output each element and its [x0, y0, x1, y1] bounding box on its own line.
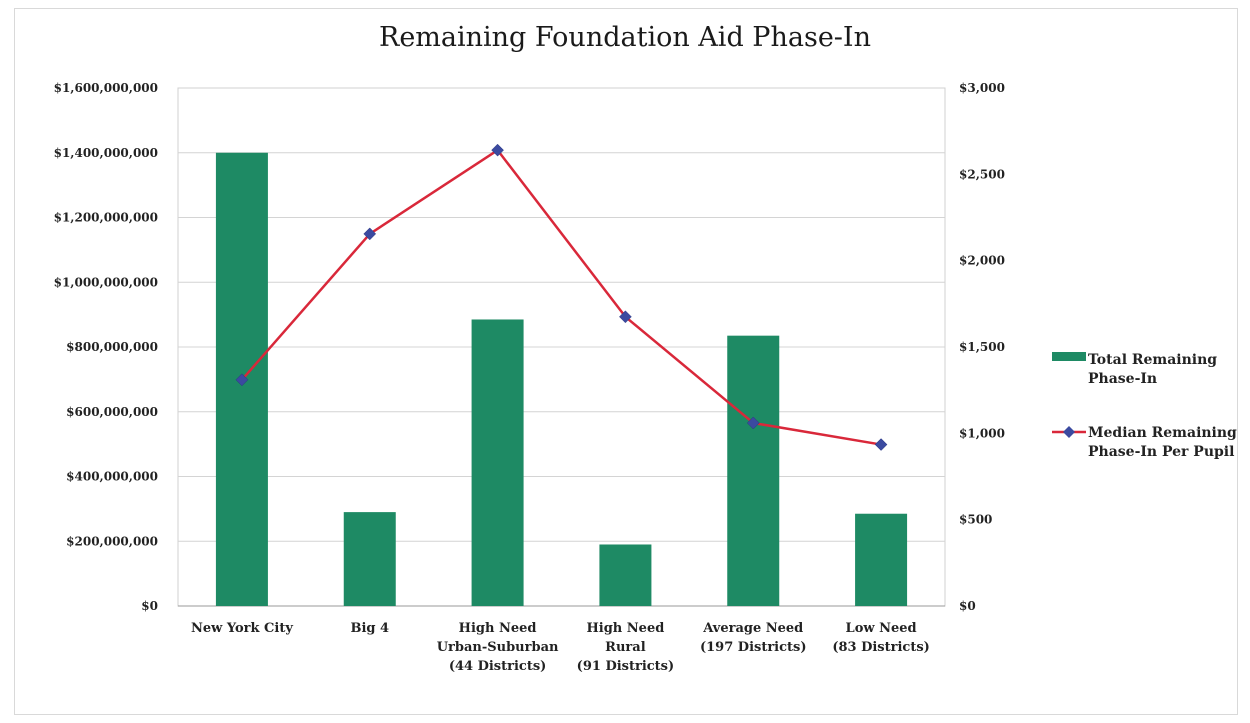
y-left-tick-label: $0 — [141, 599, 158, 613]
x-category-label: High Need — [587, 621, 665, 636]
chart-title: Remaining Foundation Aid Phase-In — [379, 22, 871, 53]
legend-label: Phase-In — [1088, 371, 1157, 387]
y-left-tick-label: $400,000,000 — [66, 470, 158, 484]
y-left-tick-label: $600,000,000 — [66, 405, 158, 419]
y-right-tick-label: $2,000 — [959, 254, 1005, 268]
x-category-label: High Need — [459, 621, 537, 636]
y-right-tick-label: $500 — [959, 513, 992, 527]
series-line — [240, 148, 882, 446]
y-left-tick-label: $1,200,000,000 — [54, 211, 158, 225]
line-point — [363, 227, 377, 241]
bar — [855, 513, 908, 606]
x-category-label: Average Need — [702, 621, 803, 636]
x-category-label: Rural — [605, 640, 646, 655]
y-left-tick-label: $800,000,000 — [66, 340, 158, 354]
x-category-label: Urban-Suburban — [437, 640, 559, 655]
x-category-label: (197 Districts) — [700, 640, 807, 655]
y-left-tick-label: $1,400,000,000 — [54, 146, 158, 160]
line-point — [491, 143, 504, 157]
legend-label: Phase-In Per Pupil — [1088, 444, 1234, 460]
y-right-tick-label: $2,500 — [959, 167, 1005, 181]
bar — [599, 544, 652, 606]
x-category-label: Big 4 — [350, 621, 389, 636]
x-category-label: Low Need — [846, 621, 917, 636]
bar — [471, 319, 524, 606]
x-category-label: New York City — [191, 621, 293, 636]
y-right-tick-label: $3,000 — [959, 81, 1005, 95]
y-left-tick-label: $1,000,000,000 — [54, 275, 158, 289]
y-right-tick-label: $0 — [959, 599, 976, 613]
y-left-tick-label: $200,000,000 — [66, 534, 158, 548]
x-category-label: (91 Districts) — [577, 659, 674, 674]
y-right-tick-label: $1,500 — [959, 340, 1005, 354]
bar — [727, 335, 780, 606]
legend-label: Median Remaining — [1088, 425, 1237, 441]
legend-label: Total Remaining — [1088, 352, 1217, 368]
legend-swatch-bar — [1052, 352, 1086, 361]
line-point — [619, 310, 632, 324]
bar — [343, 512, 396, 606]
line-point — [746, 416, 760, 430]
line-point — [874, 438, 888, 451]
y-left-tick-label: $1,600,000,000 — [54, 81, 158, 95]
legend-swatch-marker — [1063, 426, 1075, 438]
line-point — [235, 373, 249, 387]
x-category-label: (44 Districts) — [449, 659, 546, 674]
y-right-tick-label: $1,000 — [959, 426, 1005, 440]
x-category-label: (83 Districts) — [832, 640, 929, 655]
